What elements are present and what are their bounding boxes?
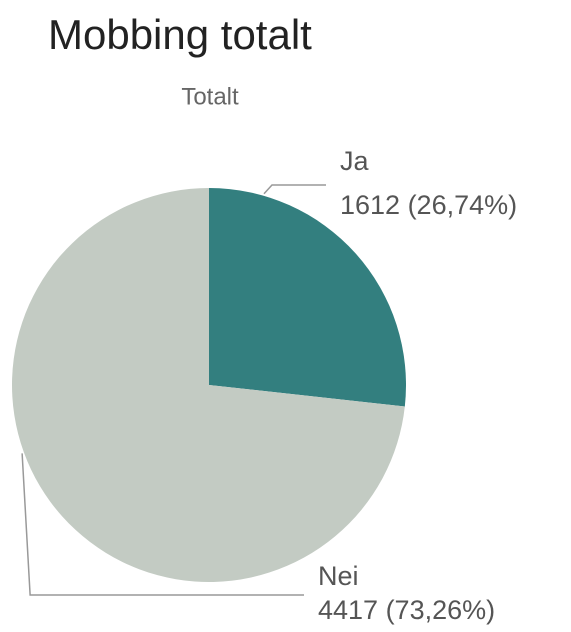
chart-subtitle: Totalt — [181, 83, 239, 110]
slice-label: Ja — [340, 146, 370, 176]
pie-slice — [209, 188, 406, 407]
pie-slice — [12, 188, 405, 582]
value-label: 1612 (26,74%) — [340, 190, 517, 220]
chart-title: Mobbing totalt — [48, 11, 312, 58]
leader-line — [21, 453, 304, 596]
value-label: 4417 (73,26%) — [318, 595, 495, 625]
slice-label: Nei — [318, 561, 359, 591]
leader-line — [263, 184, 326, 195]
